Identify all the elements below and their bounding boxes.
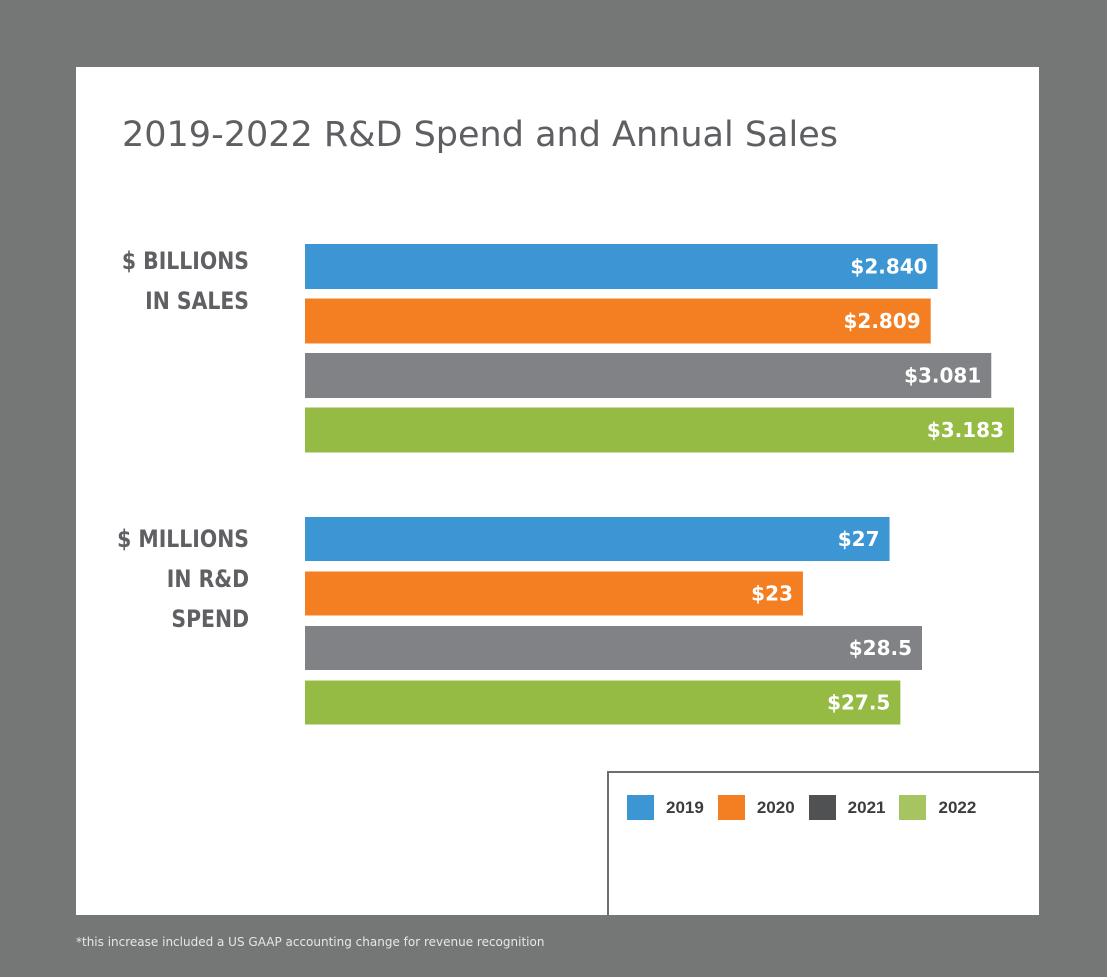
bar-chart-svg: $2.840 $2.809 $3.081 $3.183 $27 $23 $28.5 $27.5: [305, 244, 1014, 725]
sales-group-label-line-2: IN SALES: [145, 287, 249, 315]
legend-label-2020: 2020: [756, 797, 795, 817]
sales-bar-label-2021: $3.081: [904, 364, 981, 388]
legend-item-2019: 2019: [627, 795, 704, 820]
rd-group-label-line-2: IN R&D: [166, 565, 249, 593]
sales-bar-2019: [305, 244, 938, 289]
sales-bar-label-2022: $3.183: [927, 418, 1004, 442]
sales-bar-2020: [305, 298, 931, 344]
rd-bar-2020: [305, 571, 803, 616]
legend-row: 2019 2020 2021 2022: [627, 795, 990, 820]
legend-item-2021: 2021: [808, 795, 886, 820]
legend-label-2019: 2019: [666, 797, 704, 817]
legend-swatch-2020: [717, 795, 745, 820]
rd-group-label-line-3: SPEND: [171, 605, 249, 633]
rd-bar-2021: [305, 626, 922, 670]
footnote: *this increase included a US GAAP accoun…: [76, 935, 545, 949]
rd-group-label-line-1: $ MILLIONS: [117, 525, 249, 553]
legend-swatch-2021: [808, 795, 836, 820]
chart-title: 2019-2022 R&D Spend and Annual Sales: [122, 115, 838, 155]
chart-panel: 2019-2022 R&D Spend and Annual Sales $ B…: [76, 67, 1039, 915]
legend-item-2020: 2020: [717, 795, 795, 820]
legend: 2019 2020 2021 2022: [607, 771, 1039, 915]
rd-bar-label-2020: $23: [751, 582, 793, 606]
legend-swatch-2019: [627, 795, 654, 820]
legend-label-2022: 2022: [938, 797, 977, 817]
rd-bar-2019: [305, 517, 890, 561]
sales-bar-label-2019: $2.840: [850, 255, 927, 279]
rd-bar-2022: [305, 680, 901, 725]
legend-item-2022: 2022: [899, 795, 976, 820]
rd-bar-label-2021: $28.5: [849, 636, 912, 660]
legend-label-2021: 2021: [847, 797, 886, 817]
sales-group-label-line-1: $ BILLIONS: [121, 247, 249, 275]
rd-group-label: $ MILLIONS IN R&D SPEND: [79, 519, 249, 639]
rd-bar-label-2022: $27.5: [827, 691, 890, 715]
sales-bar-2022: [305, 407, 1014, 453]
sales-group-label: $ BILLIONS IN SALES: [79, 241, 249, 321]
legend-swatch-2022: [899, 795, 927, 820]
sales-bar-2021: [305, 353, 992, 398]
rd-bar-label-2019: $27: [838, 527, 880, 551]
sales-bar-label-2020: $2.809: [844, 309, 921, 333]
